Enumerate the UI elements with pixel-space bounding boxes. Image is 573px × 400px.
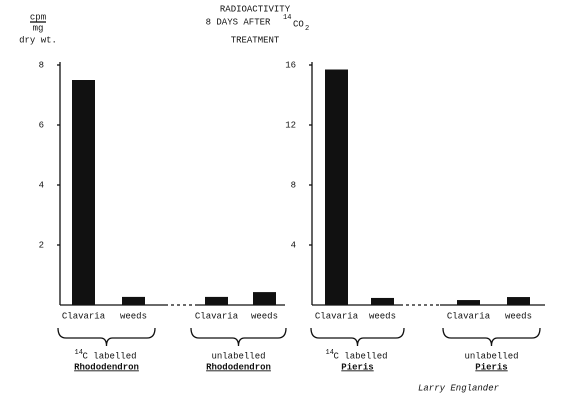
group-label: unlabelled — [211, 351, 265, 361]
group-sup: 14 — [326, 349, 334, 357]
title-chem: CO — [293, 19, 304, 29]
bar — [122, 296, 145, 305]
y-tick-label: 8 — [39, 60, 44, 70]
x-tick-label: weeds — [251, 311, 278, 321]
group-label: C labelled — [334, 351, 388, 361]
x-tick-label: Clavaria — [62, 311, 106, 321]
y-label: dry wt. — [19, 35, 57, 45]
x-tick-label: weeds — [369, 311, 396, 321]
bar — [72, 80, 95, 305]
x-tick-label: weeds — [120, 311, 147, 321]
x-tick-label: Clavaria — [315, 311, 359, 321]
title-line: TREATMENT — [231, 35, 280, 45]
title-sub: 2 — [305, 25, 309, 33]
group-sup: 14 — [75, 349, 83, 357]
bar — [325, 69, 348, 305]
y-label: cpm — [30, 12, 46, 22]
signature: Larry Englander — [418, 383, 500, 393]
title-line: 8 DAYS AFTER — [206, 17, 271, 27]
x-tick-label: weeds — [505, 311, 532, 321]
brace — [190, 327, 287, 347]
bar — [507, 297, 530, 305]
bar — [457, 300, 480, 305]
y-tick-label: 4 — [291, 240, 296, 250]
bar — [253, 292, 276, 305]
brace — [57, 327, 156, 347]
brace — [310, 327, 405, 347]
x-tick-label: Clavaria — [195, 311, 239, 321]
y-tick-label: 6 — [39, 120, 44, 130]
title-sup: 14 — [283, 14, 291, 22]
bar — [205, 296, 228, 305]
y-tick-label: 8 — [291, 180, 296, 190]
group-label: unlabelled — [464, 351, 518, 361]
brace — [442, 327, 541, 347]
group-name: Rhododendron — [206, 362, 271, 372]
group-label: C labelled — [83, 351, 137, 361]
bar — [371, 297, 394, 305]
y-tick-label: 16 — [285, 60, 296, 70]
group-name: Rhododendron — [74, 362, 139, 372]
y-tick-label: 4 — [39, 180, 44, 190]
title-line: RADIOACTIVITY — [220, 4, 291, 14]
y-label: mg — [33, 23, 44, 33]
x-tick-label: Clavaria — [447, 311, 491, 321]
y-tick-label: 2 — [39, 240, 44, 250]
group-name: Pieris — [341, 362, 373, 372]
group-name: Pieris — [475, 362, 507, 372]
y-tick-label: 12 — [285, 120, 296, 130]
